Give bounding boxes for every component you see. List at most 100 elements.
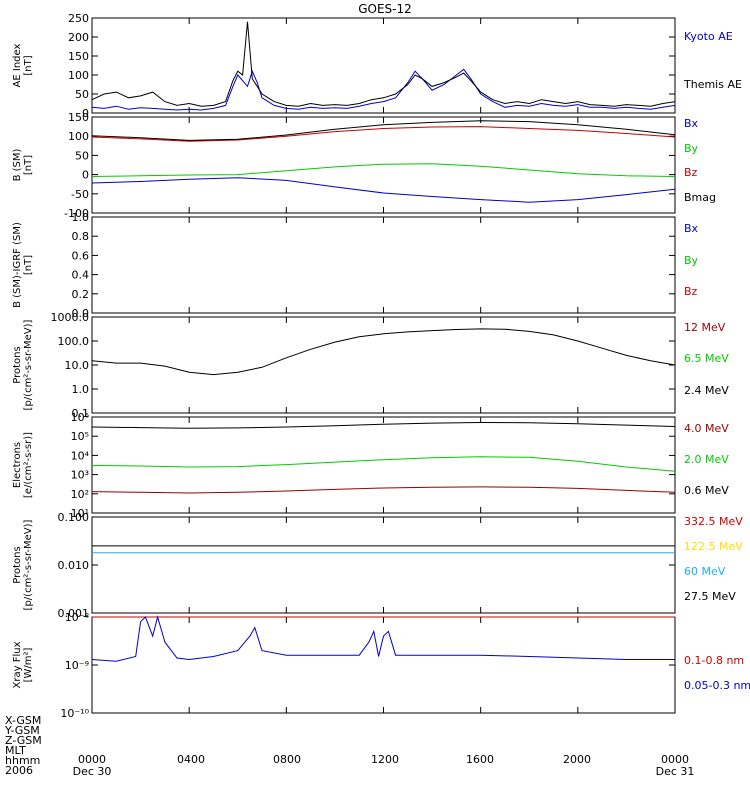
y-axis-label: [p/(cm²-s-sr-MeV)] <box>23 319 34 410</box>
panel-bsm: -100 -50 0 50 100 150 B (SM) [nT] Bx By Bz Bmag <box>12 111 716 220</box>
y-tick-label: 10⁵ <box>71 430 89 443</box>
y-tick-label: 10⁴ <box>71 449 90 462</box>
panel-electrons: 10¹ 10² 10³ 10⁴ 10⁵ 10⁶ Electrons [e/(cm²-s-sr)… <box>12 411 729 520</box>
legend-label: 2.0 MeV <box>684 453 729 466</box>
y-axis-label: Protons <box>12 546 23 583</box>
y-tick-label: 50 <box>75 149 89 162</box>
series-line <box>91 163 676 177</box>
legend-label: Bmag <box>684 191 716 204</box>
y-axis-label: [p/(cm²-s-sr-MeV)] <box>23 519 34 610</box>
y-axis-label: AE Index <box>12 43 23 87</box>
series-line <box>91 421 676 429</box>
y-tick-label: 0.6 <box>72 249 90 262</box>
y-tick-label: 0.1 <box>72 407 90 420</box>
y-tick-label: 10¹ <box>71 507 89 520</box>
time-tick-label: 2000 <box>563 753 591 766</box>
start-date-label: Dec 30 <box>73 765 112 778</box>
legend-label: 4.0 MeV <box>684 422 729 435</box>
legend-label: 122.5 MeV <box>684 540 743 553</box>
y-tick-label: 0.0 <box>72 307 90 320</box>
y-axis-label: Electrons <box>12 442 23 488</box>
y-tick-label: 0.8 <box>72 230 90 243</box>
y-tick-label: 10² <box>71 488 89 501</box>
panel-frame <box>91 616 676 714</box>
y-tick-label: 100.0 <box>58 335 90 348</box>
y-tick-label: 10³ <box>71 469 89 482</box>
time-tick-label: 0000 <box>78 753 106 766</box>
legend-label: 0.05-0.3 nm <box>684 679 750 692</box>
panel-protons_low: 0.1 1.0 10.0 100.0 1000.0 Protons [p/(cm²-s-sr… <box>12 311 729 420</box>
y-tick-label: 250 <box>68 12 89 25</box>
y-tick-label: 0 <box>82 169 89 182</box>
series-line <box>91 615 675 662</box>
legend-label: Bx <box>684 117 699 130</box>
time-tick-label: 1600 <box>466 753 494 766</box>
orbit-label: hhmm <box>5 754 40 767</box>
time-tick-label: 1200 <box>371 753 399 766</box>
y-axis-label: [W/m²] <box>23 647 34 682</box>
y-tick-label: 10.0 <box>65 359 90 372</box>
orbit-label: Y-GSM <box>4 724 40 737</box>
panel-bigrf: 0.0 0.2 0.4 0.6 0.8 1.0 B (SM)-IGRF (SM) [nT] Bx… <box>12 211 699 320</box>
legend-label: 0.1-0.8 nm <box>684 654 744 667</box>
y-tick-label: 10⁻¹⁰ <box>60 707 89 720</box>
legend-label: 6.5 MeV <box>684 352 729 365</box>
y-tick-label: 100 <box>68 69 89 82</box>
orbit-label: X-GSM <box>5 714 41 727</box>
legend-label: 12 MeV <box>684 321 726 334</box>
series-line <box>91 126 676 142</box>
y-tick-label: 0.4 <box>72 269 90 282</box>
panel-ae: 0 50 100 150 200 250 AE Index [nT] Kyoto AE Themi… <box>12 12 742 120</box>
y-axis-label: [nT] <box>23 155 34 175</box>
y-tick-label: 10⁻⁹ <box>65 659 89 672</box>
legend-label: By <box>684 254 699 267</box>
series-line <box>91 456 676 472</box>
panel-protons_high: 0.001 0.010 0.100 Protons [p/(cm²-s-sr-MeV)]… <box>12 511 743 620</box>
y-tick-label: 0.2 <box>72 288 90 301</box>
y-tick-label: -100 <box>64 207 89 220</box>
panel-frame <box>91 216 676 314</box>
series-line <box>91 68 676 111</box>
y-tick-label: 0.001 <box>58 607 90 620</box>
y-axis-label: [nT] <box>23 255 34 275</box>
legend-label: By <box>684 142 699 155</box>
legend-label: Themis AE <box>683 78 742 91</box>
y-axis-label: Protons <box>12 346 23 383</box>
y-tick-label: 1000.0 <box>51 311 90 324</box>
y-tick-label: 50 <box>75 88 89 101</box>
orbit-label: 2006 <box>5 764 33 777</box>
legend-label: Bx <box>684 222 699 235</box>
y-tick-label: 1.0 <box>72 383 90 396</box>
time-tick-label: 0000 <box>661 753 689 766</box>
legend-label: 0.6 MeV <box>684 484 729 497</box>
y-tick-label: 1.0 <box>72 211 90 224</box>
series-line <box>91 120 676 141</box>
legend-label: 332.5 MeV <box>684 515 743 528</box>
series-line <box>91 177 676 203</box>
y-tick-label: 0.100 <box>58 511 90 524</box>
orbit-label: MLT <box>5 744 26 757</box>
panel-frame <box>91 17 676 114</box>
time-axis: 0000 0400 0800 1200 1600 2000 0000 Dec 3… <box>4 714 694 778</box>
legend-label: 60 MeV <box>684 565 726 578</box>
legend-label: Bz <box>684 285 698 298</box>
legend-label: Bz <box>684 166 698 179</box>
panel-frame <box>91 316 676 414</box>
panel-xray: 10⁻¹⁰ 10⁻⁹ 10⁻⁸ Xray Flux [W/m²] 0.1-0.8 nm 0.… <box>12 611 750 720</box>
y-axis-label: Xray Flux <box>12 641 23 688</box>
series-line <box>91 328 676 376</box>
series-line <box>91 486 676 494</box>
y-tick-label: 10⁶ <box>71 411 90 424</box>
y-axis-label: [e/(cm²-s-sr)] <box>23 432 34 498</box>
panel-frame <box>91 416 676 514</box>
y-axis-label: [nT] <box>23 55 34 75</box>
y-tick-label: 0 <box>82 107 89 120</box>
panel-frame <box>91 516 676 614</box>
end-date-label: Dec 31 <box>656 765 695 778</box>
y-axis-label: B (SM)-IGRF (SM) <box>12 222 23 308</box>
y-axis-label: B (SM) <box>12 148 23 181</box>
y-tick-label: 0.010 <box>58 559 90 572</box>
y-tick-label: 100 <box>68 130 89 143</box>
time-tick-label: 0400 <box>177 753 205 766</box>
